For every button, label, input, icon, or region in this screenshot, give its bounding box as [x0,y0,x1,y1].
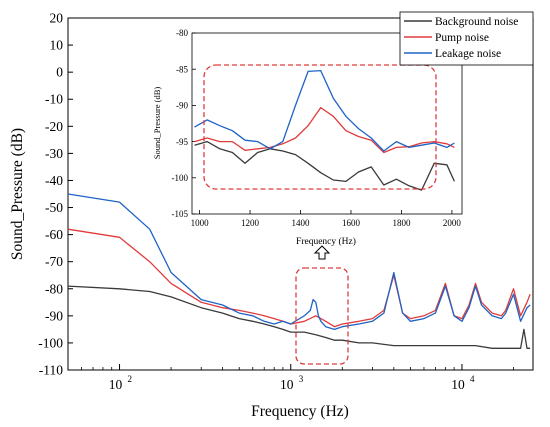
y-tick-label: -90 [45,308,63,323]
inset-x-tick-label: 2000 [443,218,462,228]
legend-label-pump: Pump noise [435,32,489,44]
x-tick-label: 10 [109,377,123,392]
x-tick-exponent: 4 [470,374,475,384]
main-series-lines [67,193,531,349]
series-line-pump [67,228,531,328]
series-line-leakage [67,193,531,331]
y-tick-label: -50 [45,200,63,215]
y-tick-label: 0 [56,65,63,80]
legend: Background noise Pump noise Leakage nois… [404,16,518,60]
x-tick-label: 10 [451,377,465,392]
main-y-axis-label: Sound_Pressure (dB) [9,128,26,260]
inset-x-tick-label: 1200 [241,218,260,228]
inset-x-tick-label: 1000 [191,218,210,228]
x-tick-exponent: 2 [128,374,133,384]
inset-x-tick-label: 1800 [392,218,411,228]
inset-y-tick-label: -80 [176,28,188,38]
inset-x-tick-label: 1600 [342,218,361,228]
y-tick-label: -20 [45,119,63,134]
inset-y-tick-label: -105 [172,209,189,219]
inset-y-tick-label: -95 [176,137,188,147]
inset-y-axis-label: Sound_Pressure (dB) [152,87,162,160]
up-arrow-icon [313,245,331,260]
x-tick-label: 10 [280,377,294,392]
y-tick-label: 10 [50,38,64,53]
inset-x-tick-label: 1400 [292,218,311,228]
x-tick-exponent: 3 [299,374,304,384]
y-tick-label: -80 [45,281,63,296]
y-tick-label: -30 [45,146,63,161]
y-tick-label: -110 [39,363,63,378]
y-tick-label: -10 [45,92,63,107]
legend-label-background: Background noise [435,16,518,28]
inset-highlight-box [203,64,437,190]
inset-series-line-background [194,140,455,191]
main-axis-ticks: 20 10 0 -10 -20 -30 -40 -50 -60 -70 -80 -90 -100 -110… [38,11,514,392]
legend-label-leakage: Leakage noise [435,48,501,60]
y-tick-label: -40 [45,173,63,188]
inset-y-tick-label: -100 [172,173,189,183]
inset-y-tick-label: -90 [176,101,188,111]
main-x-axis-label: Frequency (Hz) [251,403,349,420]
inset-x-axis-label: Frequency (Hz) [296,236,356,247]
y-tick-label: -100 [38,335,63,350]
y-tick-label: -60 [45,227,63,242]
inset-series-line-pump [194,106,455,154]
zoom-region-marker [295,267,349,365]
inset-series-line-leakage [194,69,455,152]
inset-series-lines [194,69,455,191]
y-tick-label: -70 [45,254,63,269]
series-line-background [67,285,531,349]
inset-y-tick-label: -85 [176,64,188,74]
y-tick-label: 20 [50,11,64,26]
